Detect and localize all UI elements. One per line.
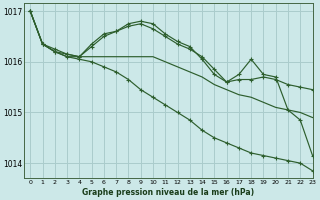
X-axis label: Graphe pression niveau de la mer (hPa): Graphe pression niveau de la mer (hPa) <box>82 188 254 197</box>
